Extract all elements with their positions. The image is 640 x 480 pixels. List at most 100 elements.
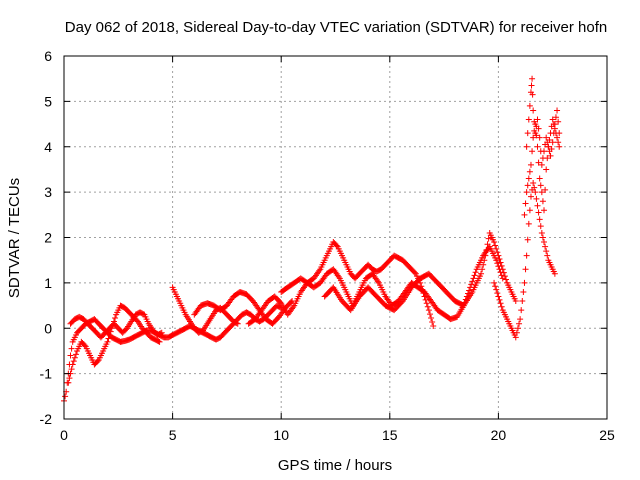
data-point: [541, 148, 548, 155]
data-point: [94, 358, 101, 365]
data-point: [530, 107, 537, 114]
data-point: [556, 143, 563, 150]
data-point: [492, 242, 499, 249]
data-point: [526, 207, 533, 214]
data-point: [495, 293, 502, 300]
data-point: [535, 125, 542, 132]
y-tick-label: 2: [44, 230, 52, 246]
grid-layer: [64, 56, 607, 419]
data-point: [105, 335, 112, 342]
y-tick-label: -1: [40, 366, 53, 382]
data-point: [554, 134, 561, 141]
data-point: [425, 307, 432, 314]
data-point: [71, 354, 78, 361]
data-point: [430, 322, 437, 329]
data-point: [542, 186, 549, 193]
data-point: [104, 338, 111, 345]
data-point: [512, 298, 519, 305]
data-point: [496, 256, 503, 263]
axis-ticks: 0 5 10 15 20 25 -2 -1 0 1 2 3 4 5 6: [40, 48, 615, 443]
data-point: [480, 261, 487, 268]
data-point: [513, 329, 520, 336]
data-point: [492, 283, 499, 290]
data-point: [526, 168, 533, 175]
data-point: [524, 130, 531, 137]
data-point: [555, 118, 562, 125]
data-point: [536, 134, 543, 141]
data-point: [494, 260, 501, 267]
data-point: [522, 266, 529, 273]
chart-title: Day 062 of 2018, Sidereal Day-to-day VTE…: [65, 19, 607, 36]
data-point: [529, 91, 536, 98]
data-point: [517, 316, 524, 323]
data-point: [537, 182, 544, 189]
x-tick-label: 0: [60, 427, 68, 443]
data-point: [472, 269, 479, 276]
data-point: [469, 278, 476, 285]
data-point: [551, 270, 558, 277]
data-point: [549, 139, 556, 146]
data-point: [498, 262, 505, 269]
data-point: [106, 332, 113, 339]
data-point: [548, 146, 555, 153]
data-point: [536, 175, 543, 182]
data-point: [494, 249, 501, 256]
x-tick-label: 25: [599, 427, 615, 443]
data-point: [426, 311, 433, 318]
data-point: [500, 269, 507, 276]
data-point: [523, 189, 530, 196]
data-point: [157, 330, 164, 337]
data-point: [503, 276, 510, 283]
data-point: [527, 161, 534, 168]
data-point: [547, 130, 554, 137]
data-point: [534, 116, 541, 123]
data-point: [234, 320, 241, 327]
data-point: [493, 286, 500, 293]
data-point: [499, 266, 506, 273]
data-point: [543, 134, 550, 141]
data-point: [495, 252, 502, 259]
data-point: [70, 358, 77, 365]
data-point: [552, 114, 559, 121]
data-point: [542, 243, 549, 250]
data-point: [522, 200, 529, 207]
data-point: [158, 329, 165, 336]
data-point: [535, 209, 542, 216]
data-point: [333, 242, 340, 249]
y-axis-label: SDTVAR / TECUs: [6, 178, 23, 298]
data-point: [554, 107, 561, 114]
data-point: [67, 352, 74, 359]
data-point: [549, 116, 556, 123]
data-point: [68, 345, 75, 352]
data-point: [532, 189, 539, 196]
data-point: [539, 234, 546, 241]
data-point: [468, 281, 475, 288]
data-point: [516, 320, 523, 327]
data-point: [501, 273, 508, 280]
data-point: [62, 393, 69, 400]
data-point: [81, 342, 88, 349]
data-point: [512, 334, 519, 341]
data-point: [523, 252, 530, 259]
data-point: [481, 257, 488, 264]
data-point: [479, 266, 486, 273]
data-point: [514, 325, 521, 332]
data-point: [411, 269, 418, 276]
data-point: [494, 290, 501, 297]
data-point: [156, 338, 163, 345]
data-point: [543, 166, 550, 173]
data-point: [493, 257, 500, 264]
data-point: [521, 279, 528, 286]
data-point: [493, 245, 500, 252]
data-point: [65, 379, 72, 386]
data-point: [497, 259, 504, 266]
data-point: [551, 125, 558, 132]
data-point: [482, 252, 489, 259]
data-point: [538, 161, 545, 168]
data-point: [471, 272, 478, 279]
data-point: [526, 102, 533, 109]
data-point: [287, 299, 294, 306]
data-point: [543, 248, 550, 255]
data-point: [525, 116, 532, 123]
